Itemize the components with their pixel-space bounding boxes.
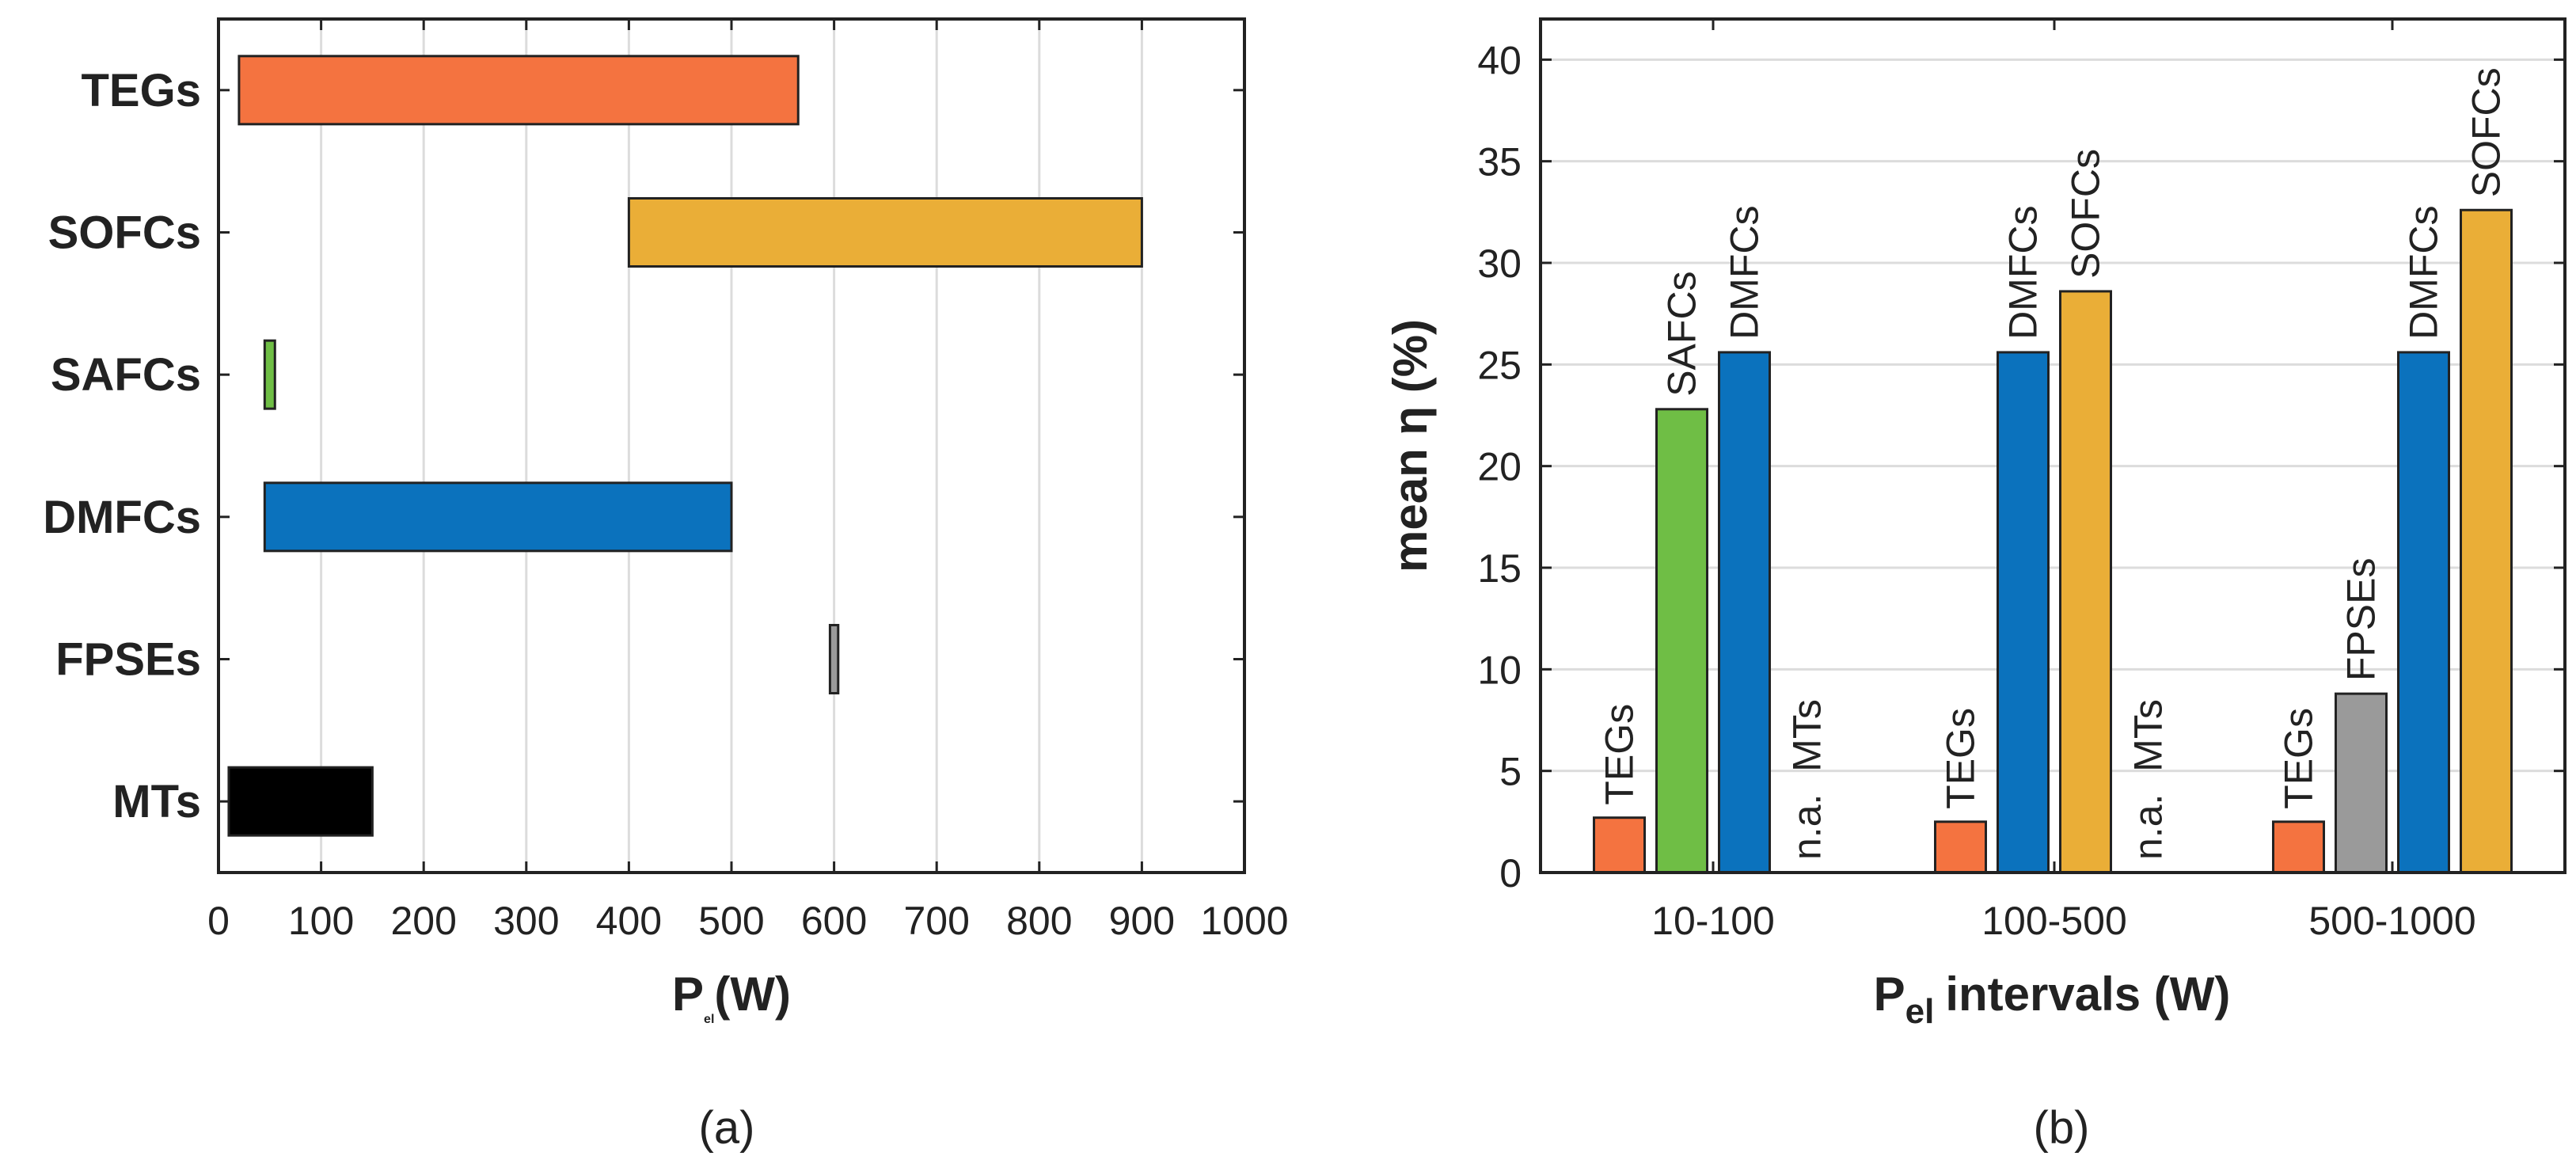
a-x-tick-label: 200 [390, 899, 456, 943]
a-x-tick-label: 1000 [1200, 899, 1288, 943]
a-category-label: SOFCs [48, 207, 201, 259]
a-x-tick-label: 600 [801, 899, 867, 943]
b-bar-label: DMFCs [1723, 206, 1767, 340]
b-bar-dmfcs [2397, 351, 2450, 874]
a-caption: (a) [699, 1102, 755, 1154]
b-bar-label: FPSEs [2339, 558, 2384, 682]
b-y-tick-label: 15 [1477, 546, 1522, 591]
b-y-tick-labels: 0 5 10 15 20 25 30 35 40 [1477, 38, 1522, 896]
a-x-axis-label: Pel(W) [672, 968, 791, 1026]
b-axis-ticks [1541, 19, 2565, 874]
a-bar-sofcs [627, 197, 1143, 268]
b-bar-label: TEGs [2277, 708, 2321, 809]
a-bars [227, 55, 1143, 837]
a-gridlines [320, 19, 1143, 873]
b-bar-label: n.a. MTs [2126, 699, 2171, 860]
b-y-tick-label: 5 [1499, 750, 1522, 794]
a-x-tick-label: 0 [207, 899, 230, 943]
b-bar-fpses [2335, 692, 2388, 874]
a-bar-fpses [828, 624, 840, 694]
b-x-tick-label: 500-1000 [2308, 899, 2475, 943]
b-x-tick-labels: 10-100 100-500 500-1000 [1651, 899, 2476, 943]
b-bars: TEGs SAFCs DMFCs n.a. MTs TEGs DMFCs SOFCs n.a.… [1593, 67, 2513, 874]
a-x-tick-label: 500 [698, 899, 764, 943]
a-category-label: TEGs [82, 65, 202, 116]
a-x-tick-labels: 0 100 200 300 400 500 600 700 800 900 1000 [207, 899, 1289, 943]
a-category-label: FPSEs [55, 634, 201, 686]
a-xlabel-sub: el [704, 1013, 714, 1026]
b-bar-tegs [1593, 816, 1646, 874]
chart-b: TEGs SAFCs DMFCs n.a. MTs TEGs DMFCs SOFCs n.a.… [1384, 17, 2567, 1154]
b-xlabel-unit: intervals (W) [1945, 968, 2230, 1021]
a-x-tick-label: 900 [1109, 899, 1175, 943]
b-bar-label: DMFCs [2402, 206, 2446, 340]
chart-a: TEGs SOFCs SAFCs DMFCs FPSEs MTs 0 100 200 300 40… [43, 17, 1289, 1154]
a-bar-tegs [237, 55, 800, 126]
b-x-axis-label: Pel intervals (W) [1874, 968, 2231, 1031]
b-bar-tegs [1934, 820, 1987, 874]
b-xlabel-sub: el [1905, 992, 1935, 1031]
b-bar-label: SOFCs [2464, 67, 2509, 197]
b-x-tick-label: 100-500 [1981, 899, 2127, 943]
a-x-tick-label: 800 [1006, 899, 1072, 943]
b-bar-tegs [2272, 820, 2325, 874]
a-axis-ticks [217, 19, 1246, 873]
b-bar-label: DMFCs [2001, 206, 2046, 340]
b-gridlines [1541, 58, 2565, 773]
b-xlabel-main: P [1874, 968, 1905, 1021]
b-bar-label: SOFCs [2064, 149, 2108, 279]
a-x-tick-label: 700 [903, 899, 969, 943]
b-y-tick-label: 40 [1477, 38, 1522, 82]
b-y-axis-label: mean η (%) [1384, 319, 1437, 572]
a-x-tick-label: 400 [596, 899, 662, 943]
a-bar-dmfcs [263, 481, 733, 553]
b-bar-label: TEGs [1598, 704, 1642, 805]
a-x-tick-label: 300 [493, 899, 559, 943]
b-caption: (b) [2034, 1102, 2090, 1154]
a-category-label: MTs [112, 776, 201, 827]
b-y-tick-label: 20 [1477, 445, 1522, 489]
b-bar-dmfcs [1718, 351, 1771, 874]
b-bar-safcs [1655, 408, 1708, 874]
a-bar-safcs [263, 339, 276, 410]
b-bar-sofcs [2460, 208, 2513, 874]
b-bar-label: n.a. MTs [1785, 699, 1829, 860]
b-bar-label: TEGs [1939, 708, 1983, 809]
a-category-label: SAFCs [51, 349, 201, 401]
b-y-tick-label: 10 [1477, 648, 1522, 692]
b-bar-sofcs [2059, 290, 2112, 874]
b-bar-dmfcs [1997, 351, 2050, 874]
a-category-label: DMFCs [43, 492, 201, 543]
a-category-labels: TEGs SOFCs SAFCs DMFCs FPSEs MTs [43, 65, 201, 827]
b-bar-label: SAFCs [1660, 271, 1704, 396]
a-xlabel-unit: (W) [714, 968, 791, 1021]
b-x-tick-label: 10-100 [1651, 899, 1775, 943]
a-xlabel-main: P [672, 968, 704, 1021]
b-y-tick-label: 25 [1477, 343, 1522, 387]
a-bar-mts [227, 766, 374, 837]
b-y-tick-label: 35 [1477, 140, 1522, 184]
a-x-tick-label: 100 [288, 899, 354, 943]
b-y-tick-label: 0 [1499, 851, 1522, 896]
b-y-tick-label: 30 [1477, 241, 1522, 286]
b-plot-frame [1539, 17, 2567, 874]
